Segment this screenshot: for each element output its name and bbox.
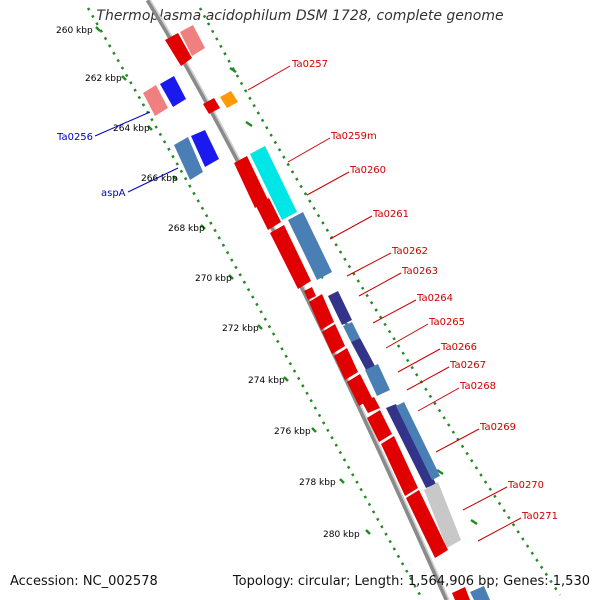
scale-label: 266 kbp: [141, 174, 178, 184]
gene-feature: [347, 374, 372, 406]
gene-feature: [322, 324, 345, 354]
gene-feature: [386, 404, 436, 488]
gene-feature: [424, 482, 461, 548]
forward-strand-genes: [234, 156, 470, 600]
gene-feature: [334, 348, 358, 380]
scale-label: 278 kbp: [299, 478, 336, 488]
gene-feature: [191, 130, 219, 167]
gene-label[interactable]: aspA: [101, 188, 126, 199]
gene-label[interactable]: Ta0271: [521, 511, 558, 522]
left-leader-lines: [94, 111, 179, 193]
gene-label[interactable]: Ta0257: [291, 59, 328, 70]
scale-label: 270 kbp: [195, 274, 232, 284]
scale-label: 274 kbp: [248, 376, 285, 386]
gene-feature: [396, 402, 440, 480]
gene-label[interactable]: Ta0265: [428, 317, 465, 328]
scale-labels: 260 kbp 262 kbp 264 kbp 266 kbp 268 kbp …: [56, 26, 360, 540]
gene-feature: [365, 364, 390, 396]
inner-arc-ticks: [95, 26, 371, 535]
gene-label[interactable]: Ta0268: [459, 381, 496, 392]
gene-feature: [309, 294, 334, 330]
gene-label[interactable]: Ta0261: [372, 209, 409, 220]
gene-feature: [270, 225, 311, 289]
gene-label[interactable]: Ta0259m: [330, 131, 377, 142]
gene-feature: [367, 410, 392, 442]
gene-label[interactable]: Ta0260: [349, 165, 386, 176]
scale-label: 276 kbp: [274, 427, 311, 437]
scale-label: 280 kbp: [323, 530, 360, 540]
gene-feature: [452, 587, 470, 600]
scale-label: 268 kbp: [168, 224, 205, 234]
gene-feature: [351, 338, 375, 370]
gene-label[interactable]: Ta0266: [440, 342, 477, 353]
accession-text: Accession: NC_002578: [10, 574, 158, 589]
gene-feature: [160, 76, 186, 107]
gene-label[interactable]: Ta0269: [479, 422, 516, 433]
gene-label[interactable]: Ta0264: [416, 293, 453, 304]
gene-feature: [288, 212, 332, 280]
genome-backbone: [145, 0, 450, 600]
gene-feature: [180, 25, 205, 56]
outer-lane-genes: [250, 146, 490, 600]
inner-scale-arc: [86, 7, 422, 596]
genome-summary-text: Topology: circular; Length: 1,564,906 bp…: [232, 574, 590, 589]
gene-label[interactable]: Ta0263: [401, 266, 438, 277]
gene-feature: [406, 490, 448, 558]
gene-feature: [381, 436, 418, 496]
gene-feature: [362, 397, 380, 413]
outer-scale-arc: [198, 7, 562, 596]
scale-label: 260 kbp: [56, 26, 93, 36]
gene-label[interactable]: Ta0267: [449, 360, 486, 371]
gene-label[interactable]: Ta0262: [391, 246, 428, 257]
scale-label: 264 kbp: [113, 124, 150, 134]
gene-feature: [220, 91, 238, 108]
gene-feature: [343, 322, 360, 342]
gene-labels: Ta0257 Ta0259m Ta0260 Ta0261 Ta0262 Ta02…: [291, 59, 558, 522]
map-title: Thermoplasma acidophilum DSM 1728, compl…: [96, 8, 504, 24]
right-leader-lines: [247, 65, 522, 542]
gene-feature: [143, 85, 168, 116]
gene-feature: [304, 287, 316, 300]
gene-feature: [328, 291, 352, 325]
scale-label: 262 kbp: [85, 74, 122, 84]
small-features: [203, 91, 238, 114]
left-gene-labels: Ta0256 aspA: [56, 132, 126, 199]
scale-label: 272 kbp: [222, 324, 259, 334]
gene-label[interactable]: Ta0256: [56, 132, 93, 143]
reverse-strand-genes: [143, 25, 219, 180]
gene-feature: [174, 137, 203, 180]
gene-feature: [165, 33, 192, 66]
gene-feature: [470, 586, 490, 600]
gene-feature: [256, 198, 281, 230]
gene-feature: [203, 98, 220, 114]
gene-label[interactable]: Ta0270: [507, 480, 544, 491]
gene-feature: [234, 156, 268, 208]
gene-feature: [250, 146, 297, 220]
